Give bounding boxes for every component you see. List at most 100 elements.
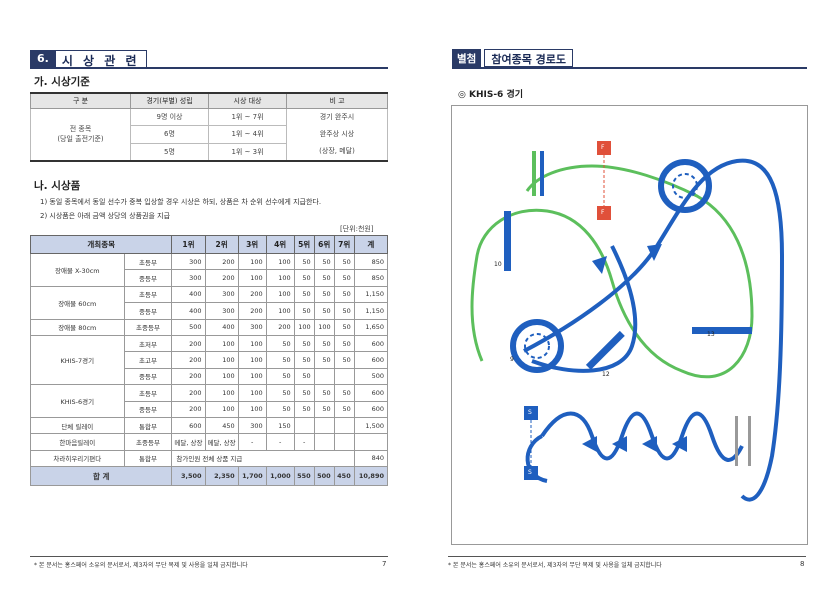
- marker-label: 10: [494, 261, 502, 268]
- footer-text: * 본 문서는 홍스페어 소유의 문서로서, 제3자의 무단 복제 및 사용을 …: [448, 562, 662, 569]
- direction-arrow: [672, 436, 687, 452]
- prize-cell: [333, 433, 355, 451]
- prize-cell: 100: [204, 384, 239, 402]
- t1-cell: 9명 이상: [130, 107, 209, 126]
- start-label: S: [528, 409, 532, 416]
- prize-cell: 50: [293, 351, 315, 369]
- prize-cell: 100: [204, 351, 239, 369]
- prize-total: 600: [353, 351, 389, 369]
- total-cell: 500: [313, 466, 335, 487]
- pole: [735, 416, 738, 466]
- pole: [748, 416, 751, 466]
- prize-cell: 200: [171, 351, 206, 369]
- prize-total: 840: [353, 449, 389, 468]
- total-cell: 10,890: [353, 466, 389, 487]
- table-row: 한마음릴레이 초중등부 메달, 상장 메달, 상장 - - -: [30, 433, 389, 451]
- prize-cell: 200: [204, 252, 239, 271]
- obstacle-bar: [585, 330, 625, 370]
- prize-cell: 100: [204, 400, 239, 418]
- finish-label: F: [601, 144, 605, 151]
- table-row: 단체 릴레이 통합부 600 450 300 150 1,500: [30, 416, 389, 435]
- circle-obstacle-bottom: [510, 319, 564, 373]
- prize-cell: [313, 433, 335, 451]
- table-row: 차라히우리기편다 통합부 참가인원 전체 상품 지급 840: [30, 449, 389, 468]
- blue-route: [523, 158, 785, 502]
- award-criteria-table: 구 분 경기(부별) 성립 시상 대상 비 고 전 종목 (당일 출전기준) 9…: [30, 92, 388, 162]
- t1-remark-line: 경기 완주시: [319, 112, 355, 121]
- prize-cell: [333, 416, 355, 435]
- appendix-divider: [452, 67, 807, 69]
- prize-cell: 50: [333, 334, 355, 353]
- total-cell: 1,700: [237, 466, 267, 487]
- marker-label: 9: [510, 356, 514, 363]
- t1-group-label: (당일 출전기준): [57, 135, 104, 143]
- division: 초등부: [123, 252, 173, 271]
- table-row: KHIS-7경기 초저부 200 100 100 50 50 50 50 600: [30, 334, 389, 386]
- page-number: 8: [800, 560, 805, 568]
- prize-cell: 50: [333, 285, 355, 304]
- prize-cell: 참가인원 전체 상품 지급: [171, 449, 355, 468]
- table-row: 중등부 300 200 100 100 50 50 50 850: [31, 269, 389, 287]
- marker-label: 13: [707, 331, 715, 338]
- event-name: KHIS-7경기: [30, 334, 125, 386]
- prize-cell: 50: [265, 334, 295, 353]
- appendix-title: 참여종목 경로도: [484, 49, 573, 67]
- t1-cell: 5명: [130, 142, 209, 161]
- prize-cell: 50: [265, 351, 295, 369]
- prize-cell: 300: [237, 318, 267, 336]
- note-line: 1) 동일 종목에서 동일 선수가 중복 입상할 경우 시상은 하되, 상품은 …: [40, 198, 322, 206]
- division: 초고부: [123, 351, 173, 369]
- direction-arrow: [642, 436, 657, 452]
- prize-cell: 200: [171, 367, 206, 386]
- appendix-badge: 별첨: [452, 49, 482, 67]
- t1-header: 구 분: [30, 92, 131, 109]
- start-marker: [524, 466, 538, 480]
- event-name: 한마음릴레이: [30, 433, 125, 451]
- prize-cell: 600: [171, 416, 206, 435]
- course-map: [470, 141, 785, 502]
- t1-header: 경기(부별) 성립: [130, 92, 209, 109]
- footer-text: * 본 문서는 홍스페어 소유의 문서로서, 제3자의 무단 복제 및 사용을 …: [34, 562, 248, 569]
- table-row: 중등부 200 100 100 50 50 500: [31, 367, 389, 386]
- t2-header: 1위: [171, 235, 206, 254]
- start-label: S: [528, 469, 532, 476]
- prize-cell: 300: [237, 416, 267, 435]
- prize-cell: 300: [204, 302, 239, 320]
- prize-total: 1,150: [353, 285, 389, 304]
- prize-cell: 50: [333, 252, 355, 271]
- t1-cell: 1위 ~ 7위: [208, 107, 287, 126]
- division: 중등부: [123, 302, 173, 320]
- prize-cell: 100: [204, 334, 239, 353]
- t1-cell: 6명: [130, 125, 209, 144]
- prize-cell: 50: [333, 269, 355, 287]
- note-line: 2) 시상품은 아래 금액 상당의 상품권을 지급: [40, 212, 171, 220]
- division: 중등부: [123, 269, 173, 287]
- prize-cell: 50: [293, 384, 315, 402]
- direction-arrow: [592, 256, 607, 274]
- prize-cell: 50: [333, 302, 355, 320]
- table-row: 장애물 60cm 초등부 400 300 200 100 50 50 50 1,150: [30, 285, 389, 320]
- prize-cell: [313, 416, 335, 435]
- division: 초등부: [123, 285, 173, 304]
- prize-cell: 50: [313, 351, 335, 369]
- course-label: ◎ KHIS-6 경기: [458, 90, 524, 100]
- blue-route-b: [531, 245, 638, 373]
- total-cell: 2,350: [204, 466, 239, 487]
- t1-header: 시상 대상: [208, 92, 287, 109]
- prize-total: 850: [353, 269, 389, 287]
- prize-cell: 50: [265, 367, 295, 386]
- prize-cell: -: [237, 433, 267, 451]
- prize-cell: 200: [171, 400, 206, 418]
- total-cell: 1,000: [265, 466, 295, 487]
- green-route: [470, 164, 754, 379]
- prize-cell: 200: [171, 334, 206, 353]
- table-row: KHIS-6경기 초등부 200 100 100 50 50 50 50 600: [30, 384, 389, 418]
- direction-arrow: [582, 436, 597, 452]
- t2-header: 계: [353, 235, 389, 254]
- prize-cell: 50: [313, 252, 335, 271]
- total-row: 합 계 3,500 2,350 1,700 1,000 550 500 450 10,890: [29, 466, 389, 487]
- prize-cell: 200: [237, 302, 267, 320]
- division: 초중등부: [123, 318, 173, 336]
- serpentine: [540, 411, 744, 462]
- division: 통합부: [123, 416, 173, 435]
